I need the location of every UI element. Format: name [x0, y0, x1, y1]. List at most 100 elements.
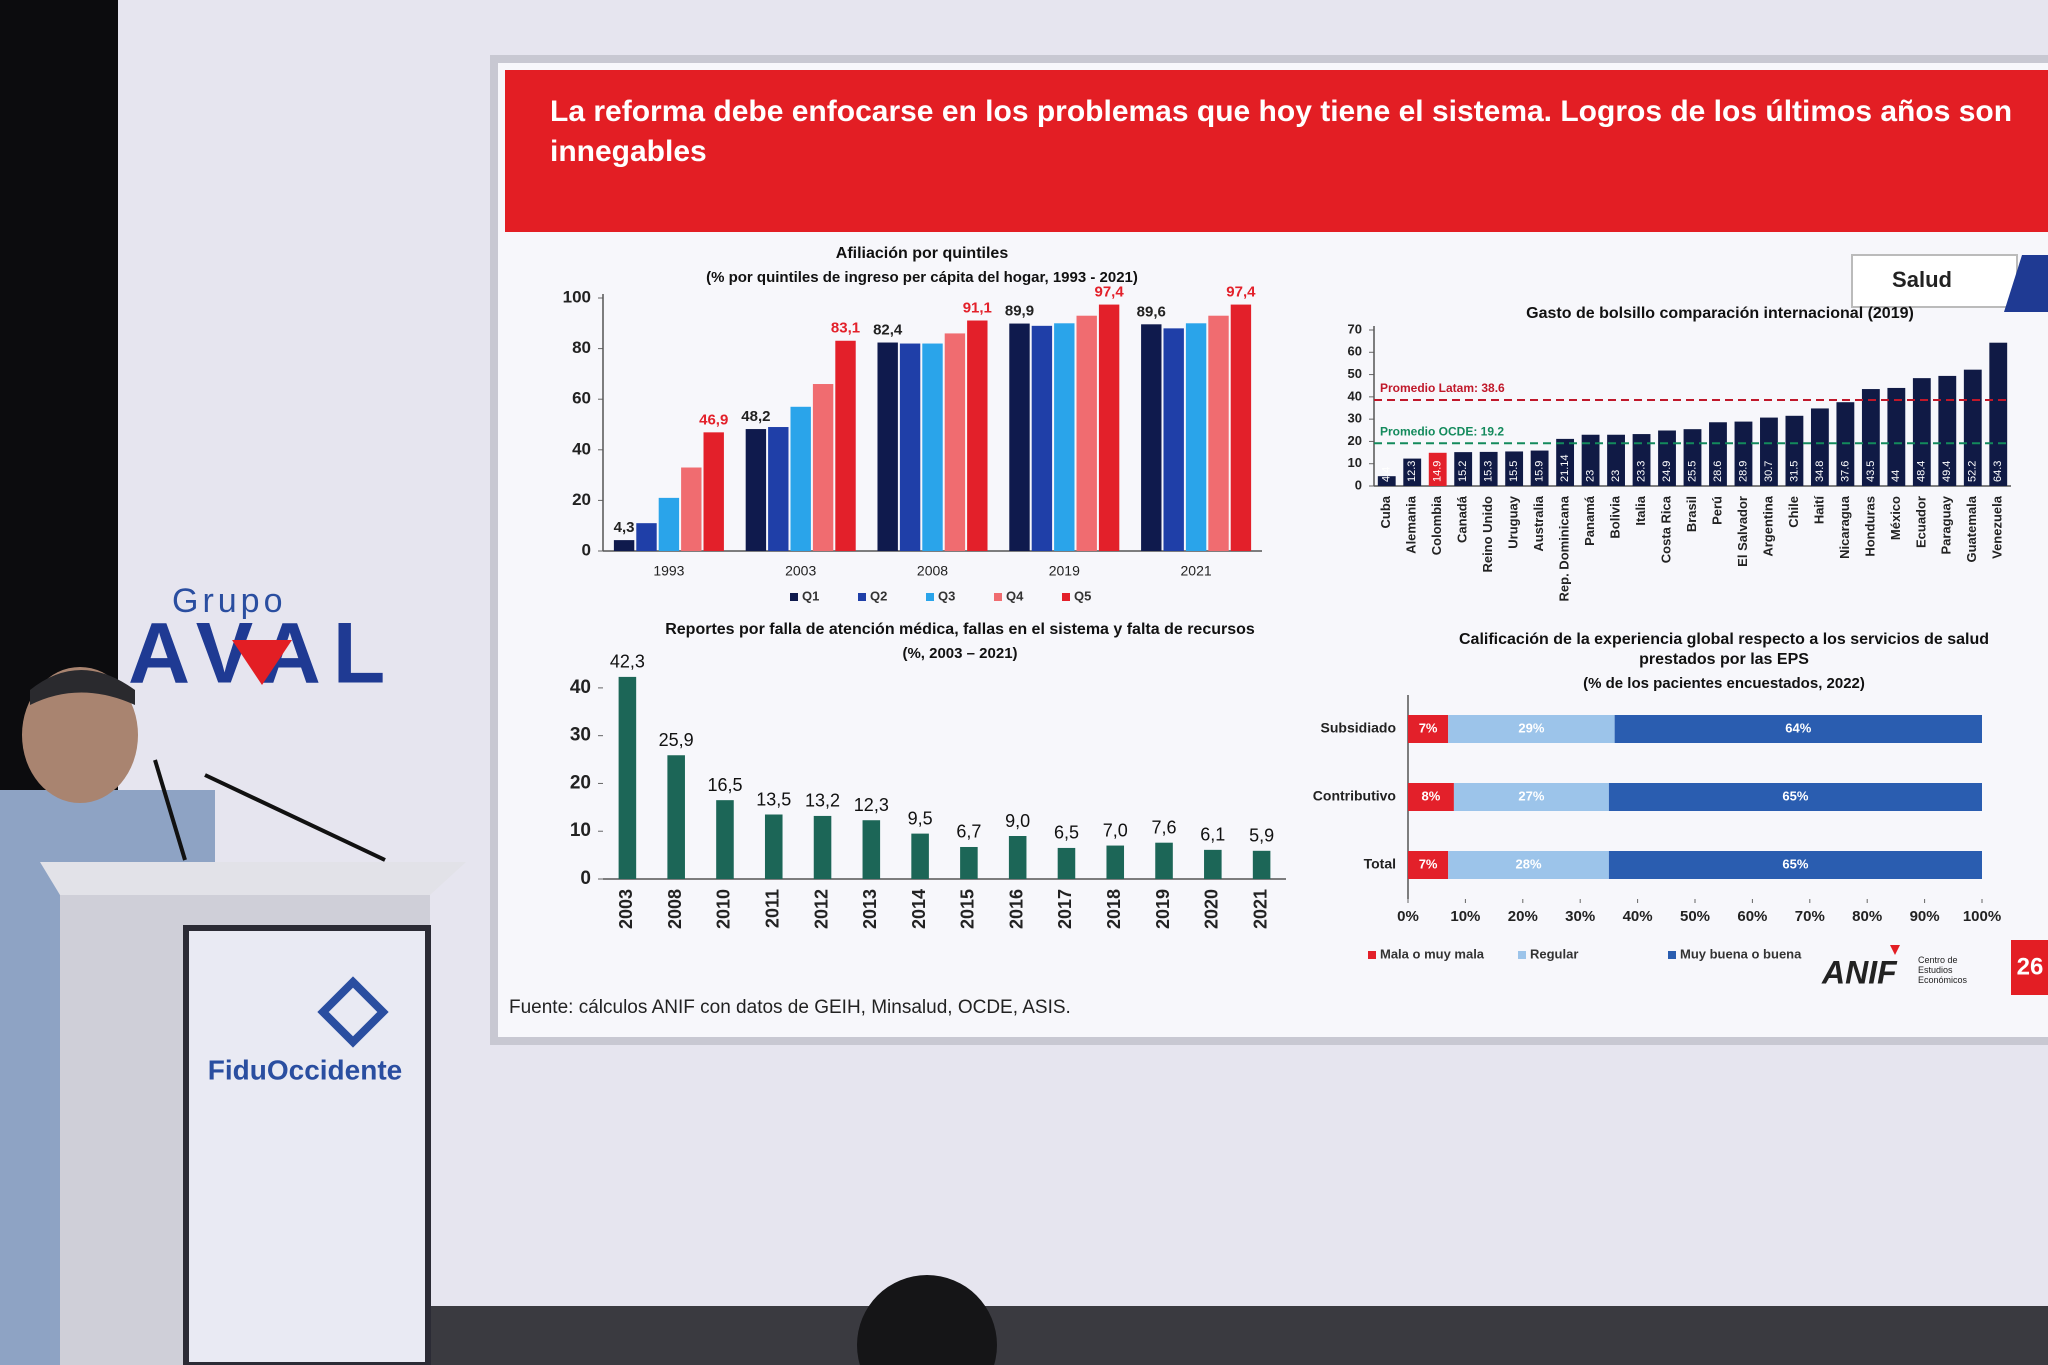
bar-segment [1614, 715, 1982, 743]
x-tick-label: Alemania [1404, 495, 1419, 554]
chart-subtitle-box: (%, 2003 – 2021) [902, 645, 1017, 662]
bar-segment [1408, 715, 1449, 743]
y-tick-label: 40 [572, 439, 591, 458]
bar [1403, 458, 1422, 486]
anif-subtitle-box: Centro de Estudios Económicos [1918, 955, 1967, 985]
x-tick-label: El Salvador [1735, 496, 1750, 567]
bar [1810, 408, 1829, 486]
value-label: 15.9 [1534, 461, 1546, 482]
value-label: 25.5 [1686, 461, 1698, 482]
value-label: 4.4 [1381, 467, 1393, 482]
bar [658, 497, 680, 551]
value-label: 12,3 [854, 795, 889, 815]
legend-label: Q5 [1074, 588, 1091, 603]
x-tick-label: Haití [1811, 496, 1826, 525]
bar [1106, 845, 1125, 879]
legend-swatch [926, 593, 934, 601]
value-label: 16,5 [707, 775, 742, 795]
x-tick-label: 2015 [958, 889, 978, 929]
x-tick-label: Nicaragua [1837, 495, 1852, 559]
bar [812, 384, 834, 551]
x-tick-label: 1993 [653, 563, 684, 579]
x-tick-label: Canadá [1455, 495, 1470, 543]
value-label: 34.8 [1814, 461, 1826, 482]
y-tick-label: 80 [572, 338, 591, 357]
bar [1581, 434, 1600, 486]
podium-panel [183, 925, 431, 1365]
x-tick-label: 70% [1795, 908, 1825, 925]
bar [1008, 836, 1027, 879]
chart-title: Gasto de bolsillo comparación internacio… [1526, 305, 1914, 322]
legend-swatch [1518, 951, 1526, 959]
bar [790, 406, 811, 551]
x-tick-label: Uruguay [1506, 495, 1521, 549]
value-label: 83,1 [831, 320, 860, 337]
value-label: 6,7 [956, 822, 981, 842]
chart-title: Calificación de la experiencia global re… [1459, 631, 1989, 668]
value-label: 12.3 [1406, 461, 1418, 482]
bar [922, 343, 943, 551]
x-tick-label: 2010 [714, 889, 734, 929]
bar [899, 343, 921, 551]
value-label: 44 [1890, 470, 1902, 482]
x-tick-label: 2011 [763, 889, 783, 928]
x-tick-label: México [1888, 496, 1903, 540]
x-tick-label: Brasil [1684, 496, 1699, 532]
x-tick-label: Reino Unido [1480, 496, 1495, 573]
slide-header [505, 70, 2048, 232]
x-tick-label: 2016 [1006, 889, 1026, 929]
value-label: 5,9 [1249, 826, 1274, 846]
bar [1155, 842, 1173, 879]
x-tick-label: Paraguay [1939, 495, 1954, 554]
bar-segment [1408, 851, 1449, 879]
value-label: 28.6 [1712, 461, 1724, 482]
y-tick-label: 60 [1348, 344, 1362, 359]
bar [1454, 452, 1473, 486]
y-tick-label: 0 [582, 540, 591, 559]
x-tick-label: Panamá [1582, 495, 1597, 546]
legend-label: Q2 [870, 588, 887, 603]
value-label: 6,1 [1200, 825, 1225, 845]
value-label: 9,5 [908, 808, 933, 828]
value-label: 15.5 [1508, 461, 1520, 482]
x-tick-label: 20% [1508, 908, 1538, 925]
source-note: Fuente: cálculos ANIF con datos de GEIH,… [509, 997, 1071, 1018]
bar-segment [1448, 851, 1609, 879]
value-label: 15.3 [1483, 461, 1495, 482]
y-tick-label: 10 [1348, 455, 1362, 470]
x-tick-label: 2014 [909, 889, 929, 929]
y-tick-label: Subsidiado [1321, 720, 1396, 736]
y-tick-label: 40 [570, 677, 591, 698]
bar [1054, 323, 1075, 551]
x-tick-label: Perú [1709, 496, 1724, 525]
bar [1098, 304, 1120, 551]
value-label: 13,2 [805, 791, 840, 811]
bar [613, 540, 635, 551]
value-label: 21.14 [1559, 454, 1571, 482]
legend-swatch [994, 593, 1002, 601]
y-tick-label: 70 [1348, 321, 1362, 336]
anif-mark [1890, 945, 1900, 955]
y-tick-label: 0 [1355, 477, 1362, 492]
bar [618, 676, 637, 879]
value-label: 7,0 [1103, 820, 1128, 840]
audience-head [857, 1275, 997, 1365]
bar [1428, 452, 1447, 486]
bar [1252, 850, 1271, 879]
value-label: 65% [1782, 856, 1808, 871]
value-label: 48.4 [1916, 461, 1928, 482]
value-label: 14.9 [1432, 461, 1444, 482]
value-label: 65% [1782, 788, 1808, 803]
bar [813, 815, 832, 879]
x-tick-label: Chile [1786, 496, 1801, 528]
legend-swatch [1668, 951, 1676, 959]
slide-title: La reforma debe enfocarse en los problem… [550, 95, 2013, 168]
reference-label: Promedio OCDE: 19.2 [1380, 424, 1504, 438]
value-label: 64% [1785, 720, 1811, 735]
legend-swatch [790, 593, 798, 601]
bar [944, 333, 966, 551]
value-label: 28% [1516, 856, 1542, 871]
y-tick-label: 30 [1348, 411, 1362, 426]
bar [745, 429, 767, 551]
